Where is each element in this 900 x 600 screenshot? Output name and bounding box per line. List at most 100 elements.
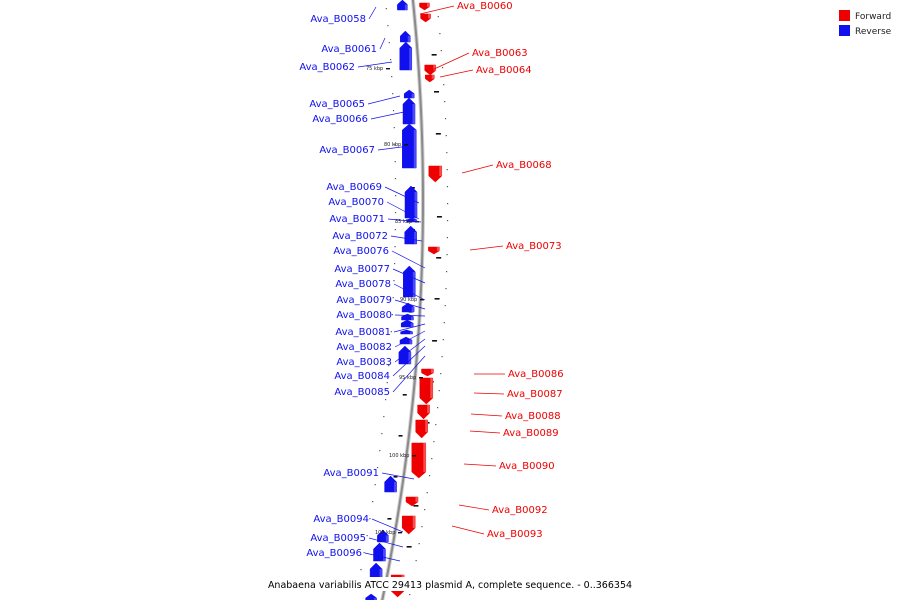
gene-leader-line (392, 268, 426, 284)
gene-leader-line (391, 250, 426, 269)
forward-gene-arrow-shade (430, 369, 434, 373)
forward-gene-arrow-shade (423, 443, 426, 472)
gene-label: Ava_B0072 (332, 231, 388, 242)
minor-tick-outer (445, 135, 447, 137)
reverse-gene-arrow (403, 265, 416, 298)
gene-leader-line (394, 338, 426, 363)
reverse-gene-arrow (399, 41, 413, 71)
minor-tick-outer (440, 50, 442, 52)
kbp-tick-label: 90 kbp (400, 297, 417, 303)
gene-leader-line (384, 186, 420, 204)
legend: Forward Reverse (839, 10, 892, 37)
minor-tick-inner (360, 569, 362, 571)
minor-tick-inner (374, 484, 376, 486)
gene-label: Ava_B0088 (505, 411, 561, 422)
legend-forward-swatch (839, 10, 850, 21)
reverse-gene-arrow (365, 593, 377, 600)
gene-leader-line (393, 283, 426, 301)
kbp-tick-mark (420, 299, 424, 301)
gene-leader-line (381, 472, 415, 480)
gene-label: Ava_B0093 (487, 529, 543, 540)
gene-leader-line (439, 69, 474, 78)
gene-leader-line (371, 518, 404, 533)
gene-leader-line (470, 413, 503, 417)
minor-tick-outer (418, 543, 420, 545)
gene-leader-line (473, 392, 505, 395)
kbp-tick-label: 95 kbp (399, 375, 416, 381)
kbp-tick-mark (412, 455, 416, 457)
forward-gene-arrow-shade (436, 247, 440, 251)
minor-tick-inner (389, 59, 392, 61)
gene-label: Ava_B0083 (336, 357, 392, 368)
forward-gene-arrow-shade (415, 497, 418, 502)
forward-gene-arrow-shade (431, 75, 435, 79)
reverse-gene-arrow-shade (411, 307, 415, 312)
minor-tick-inner (394, 246, 396, 248)
major-tick (402, 394, 407, 396)
gene-label: Ava_B0077 (334, 264, 390, 275)
gene-leader-line (392, 345, 426, 377)
gene-leader-line (379, 37, 386, 50)
forward-gene-arrow-shade (439, 166, 442, 176)
gene-label: Ava_B0095 (310, 533, 366, 544)
kbp-tick-label: 80 kbp (384, 142, 401, 148)
gene-leader-line (387, 218, 422, 223)
minor-tick-outer (446, 254, 448, 256)
minor-tick-outer (446, 237, 448, 239)
reverse-gene-arrow-shade (404, 4, 408, 10)
minor-tick-inner (363, 552, 365, 554)
major-tick (434, 298, 440, 300)
kbp-tick-label: 105 kbp (375, 530, 395, 536)
reverse-gene-arrow (400, 329, 413, 335)
minor-tick-outer (446, 203, 449, 205)
gene-leader-line (390, 235, 423, 242)
minor-tick-outer (446, 220, 449, 222)
reverse-gene-arrow (404, 185, 418, 219)
gene-leader-line (392, 355, 426, 393)
reverse-gene-arrow-shade (414, 232, 417, 244)
gene-leader-line (469, 430, 501, 434)
gene-leader-line (364, 552, 401, 562)
major-tick (436, 257, 442, 259)
kbp-tick-mark (404, 144, 408, 146)
gene-label: Ava_B0091 (323, 468, 379, 479)
gene-label: Ava_B0085 (334, 387, 390, 398)
minor-tick-outer (444, 118, 447, 120)
minor-tick-outer (415, 560, 417, 562)
minor-tick-inner (390, 331, 392, 333)
gene-leader-line (394, 314, 426, 317)
reverse-gene-arrow-shade (407, 35, 411, 42)
kbp-tick-label: 85 kbp (395, 219, 412, 225)
reverse-gene-arrow-shade (374, 598, 377, 600)
minor-tick-inner (388, 42, 390, 44)
minor-tick-outer (443, 84, 445, 86)
gene-leader-line (419, 5, 455, 15)
gene-label: Ava_B0063 (472, 48, 528, 59)
reverse-gene-arrow-shade (411, 93, 415, 98)
gene-label: Ava_B0073 (506, 241, 562, 252)
reverse-gene-arrow-shade (379, 569, 383, 578)
gene-leader-line (463, 463, 497, 467)
minor-tick-inner (394, 212, 397, 214)
reverse-gene-arrow-shade (410, 331, 413, 334)
reverse-gene-arrow-shade (408, 352, 411, 364)
minor-tick-inner (391, 314, 393, 316)
reverse-gene-arrow-shade (410, 323, 414, 327)
gene-label: Ava_B0087 (507, 389, 563, 400)
minor-tick-outer (421, 526, 423, 528)
reverse-gene-arrow (373, 542, 386, 562)
gene-label: Ava_B0071 (329, 214, 385, 225)
gene-leader-line (431, 52, 470, 71)
gene-leader-line (368, 537, 404, 548)
minor-tick-outer (442, 339, 444, 341)
minor-tick-outer (431, 458, 433, 460)
gene-label: Ava_B0078 (335, 279, 391, 290)
minor-tick-inner (394, 229, 396, 231)
reverse-gene-arrow-shade (414, 192, 417, 218)
reverse-gene-arrow-shade (409, 48, 412, 70)
gene-label: Ava_B0089 (503, 428, 559, 439)
gene-label: Ava_B0066 (312, 114, 368, 125)
kbp-tick-mark (386, 68, 390, 70)
minor-tick-outer (446, 186, 449, 188)
